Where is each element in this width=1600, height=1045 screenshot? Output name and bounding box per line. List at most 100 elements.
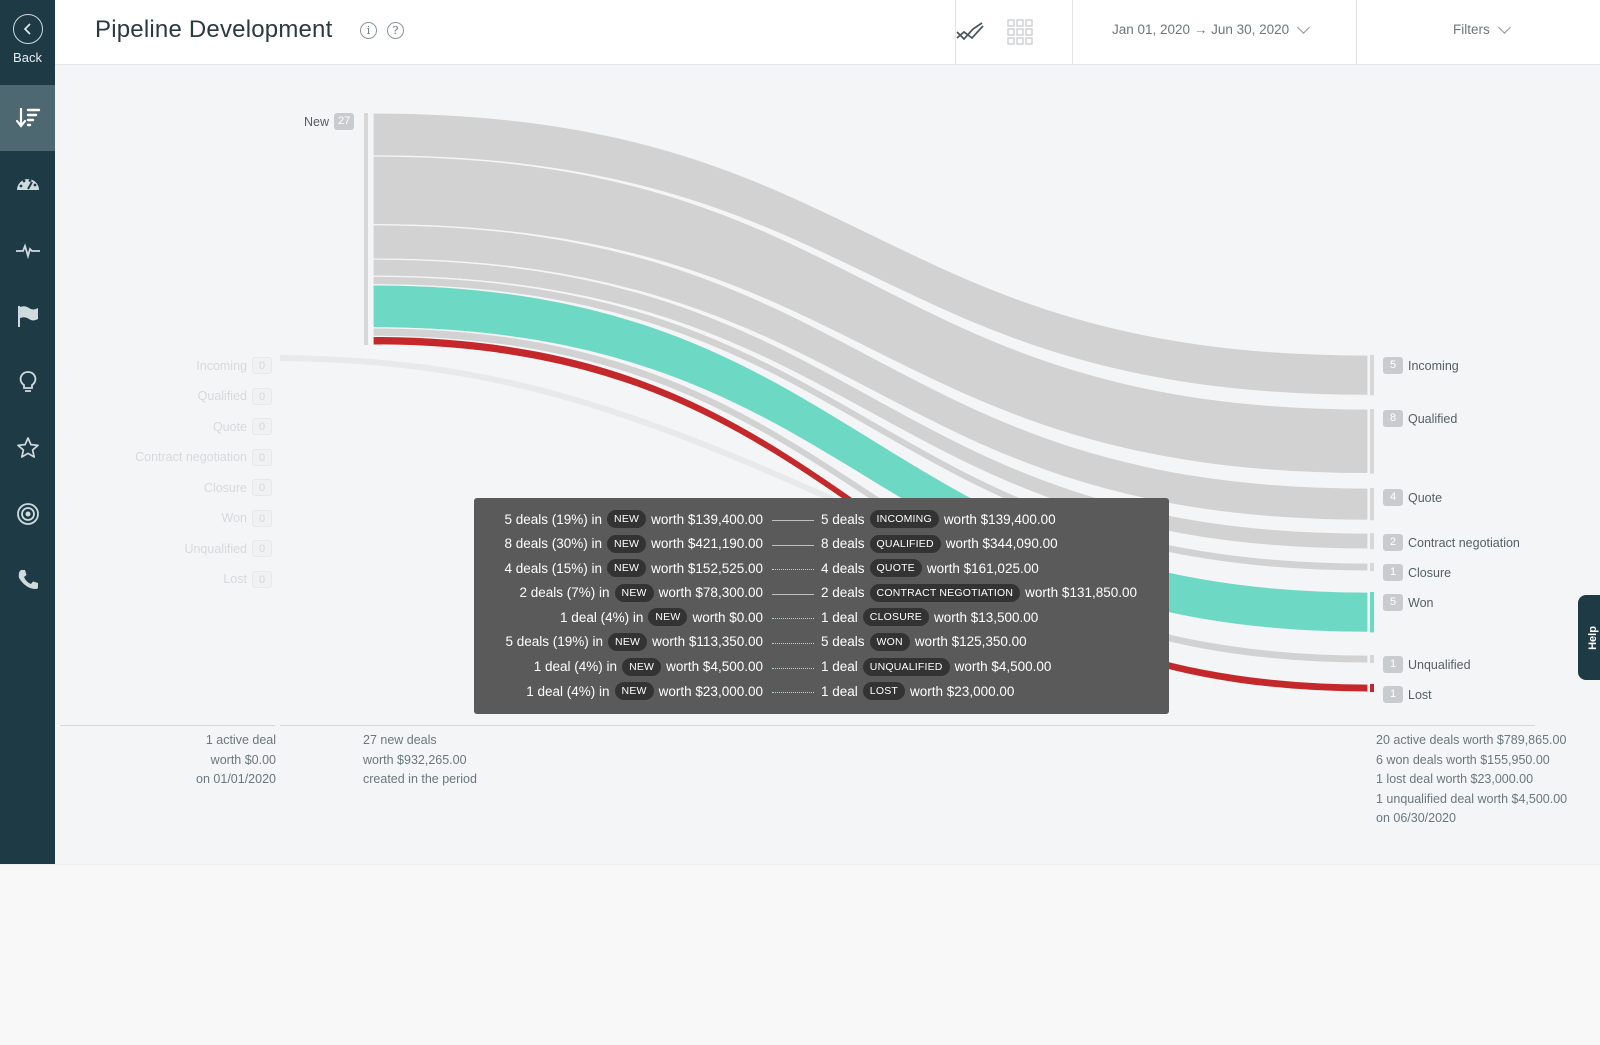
target-node-qualified: [1370, 409, 1374, 474]
grid-icon: [1007, 19, 1033, 45]
stage-pill: LOST: [862, 682, 906, 701]
flow-view-button[interactable]: [952, 14, 988, 50]
help-label: Help: [1587, 625, 1599, 650]
stage-pill: NEW: [608, 632, 648, 651]
right-stage-qualified[interactable]: 8 Qualified: [1383, 410, 1457, 427]
tooltip-from-worth: worth $23,000.00: [658, 683, 763, 699]
stage-count-badge: 0: [252, 540, 272, 557]
tooltip-row: 1 deal (4%) in NEW worth $23,000.00 1 deal L…: [474, 682, 1169, 707]
chevron-left-icon: [12, 14, 43, 44]
summary-line: 6 won deals worth $155,950.00: [1376, 752, 1550, 767]
stage-label: Unqualified: [1408, 657, 1471, 672]
tooltip-from-worth: worth $421,190.00: [651, 536, 763, 552]
header-divider: [1072, 0, 1073, 65]
stage-count-badge: 4: [1383, 489, 1403, 506]
sidebar-item-targets[interactable]: [0, 481, 55, 547]
stage-label: Contract negotiation: [135, 450, 247, 464]
tooltip-from-count: 2 deals (7%) in: [519, 585, 610, 601]
stage-pill: NEW: [614, 583, 654, 602]
sidebar-item-insights[interactable]: [0, 349, 55, 415]
tooltip-connector: [772, 520, 814, 521]
right-stage-contract-negotiation[interactable]: 2 Contract negotiation: [1383, 534, 1520, 551]
flow-ribbon-unqualified[interactable]: [372, 327, 1369, 664]
tooltip-to-worth: worth $125,350.00: [914, 634, 1027, 650]
tooltip-to-worth: worth $4,500.00: [954, 659, 1052, 675]
grid-view-button[interactable]: [1002, 14, 1038, 50]
help-question-icon[interactable]: ?: [387, 22, 404, 39]
stage-label: Lost: [1408, 687, 1432, 702]
sidebar-item-calls[interactable]: [0, 547, 55, 613]
stage-label: Lost: [223, 572, 247, 586]
source-stage-new: New 27: [304, 113, 355, 130]
right-stage-incoming[interactable]: 5 Incoming: [1383, 357, 1459, 374]
tooltip-row: 8 deals (30%) in NEW worth $421,190.00 8 de…: [474, 534, 1169, 560]
sidebar-item-favorites[interactable]: [0, 415, 55, 481]
tooltip-connector: [772, 593, 814, 595]
right-stage-unqualified[interactable]: 1 Unqualified: [1383, 656, 1471, 673]
flow-ribbon-start-active: [279, 355, 902, 533]
tooltip-connector: [772, 569, 814, 571]
flow-ribbon-quote[interactable]: [372, 224, 1369, 521]
right-stage-closure[interactable]: 1 Closure: [1383, 564, 1451, 581]
flow-tooltip: 5 deals (19%) in NEW worth $139,400.00 5 de…: [474, 498, 1169, 714]
header-divider: [955, 0, 956, 65]
left-stage-closure: Closure 0: [204, 479, 272, 496]
left-stage-quote: Quote 0: [213, 418, 272, 435]
right-stage-lost[interactable]: 1 Lost: [1383, 686, 1432, 703]
stage-count-badge: 0: [252, 509, 272, 527]
tooltip-from-worth: worth $152,525.00: [651, 560, 763, 576]
stage-count-badge: 27: [334, 113, 355, 130]
stage-count-badge: 8: [1383, 410, 1403, 427]
tooltip-to-count: 1 deal: [821, 609, 858, 625]
summary-line: on 01/01/2020: [196, 772, 276, 786]
tooltip-connector: [772, 544, 814, 546]
sidebar-item-dashboard[interactable]: [0, 151, 55, 217]
flow-ribbon-incoming[interactable]: [372, 112, 1369, 396]
tooltip-from-count: 1 deal (4%) in: [533, 659, 618, 675]
stage-pill: WON: [869, 632, 910, 651]
tooltip-to-count: 1 deal: [821, 659, 858, 675]
stage-label: Won: [1408, 595, 1434, 610]
filters-label: Filters: [1453, 22, 1490, 37]
stage-pill: NEW: [607, 510, 647, 528]
tooltip-to-count: 1 deal: [821, 683, 858, 699]
tooltip-from-worth: worth $139,400.00: [651, 511, 763, 527]
summary-line: 27 new deals: [363, 733, 437, 747]
stage-count-badge: 2: [1383, 534, 1403, 551]
help-tab[interactable]: Help: [1578, 595, 1600, 680]
page-title: Pipeline Development: [95, 16, 333, 43]
stage-label: Incoming: [1408, 358, 1459, 373]
stage-count-badge: 0: [252, 418, 272, 435]
page-footer-area: [0, 864, 1600, 1045]
flow-ribbon-qualified[interactable]: [372, 155, 1369, 475]
info-icon[interactable]: i: [360, 22, 377, 39]
summary-line: 1 active deal: [205, 733, 276, 747]
flow-ribbon-contract-negotiation[interactable]: [372, 258, 1369, 550]
flow-ribbon-won[interactable]: [372, 284, 1369, 633]
stage-pill: CLOSURE: [862, 608, 929, 627]
source-node-new: [364, 113, 368, 345]
back-button[interactable]: Back: [0, 0, 55, 85]
date-range-selector[interactable]: Jan 01, 2020 → Jun 30, 2020: [1112, 20, 1311, 37]
stage-label: Quote: [1408, 490, 1443, 505]
filters-dropdown[interactable]: Filters: [1453, 20, 1511, 37]
stage-label: Qualified: [1408, 411, 1458, 426]
baseline-start: [60, 725, 275, 726]
right-stage-won[interactable]: 5 Won: [1383, 594, 1433, 611]
created-summary: 27 new deals worth $932,265.00 created i…: [363, 731, 477, 790]
tooltip-row: 4 deals (15%) in NEW worth $152,525.00 4 de…: [474, 559, 1169, 584]
sidebar-item-pipeline-development[interactable]: [0, 85, 55, 151]
target-node-won: [1370, 592, 1374, 633]
sidebar-item-activity[interactable]: [0, 217, 55, 283]
stage-pill: NEW: [614, 682, 654, 701]
stage-count-badge: 5: [1383, 357, 1403, 374]
stage-label: Contract negotiation: [1408, 535, 1520, 550]
tooltip-connector: [772, 692, 814, 694]
sidebar-item-goals[interactable]: [0, 283, 55, 349]
flow-ribbon-closure[interactable]: [372, 275, 1369, 572]
tooltip-to-worth: worth $161,025.00: [926, 560, 1039, 576]
right-stage-quote[interactable]: 4 Quote: [1383, 489, 1442, 506]
tooltip-from-count: 4 deals (15%) in: [504, 560, 603, 576]
stage-pill: NEW: [607, 534, 647, 553]
stage-pill: QUOTE: [869, 559, 922, 578]
